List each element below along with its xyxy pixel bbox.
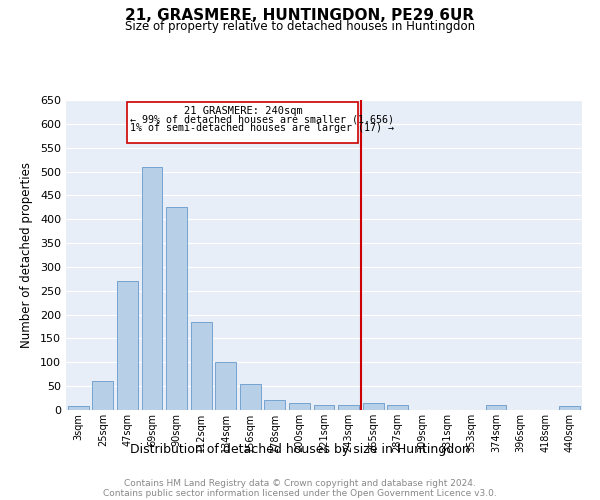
Bar: [191, 322, 212, 410]
Bar: [142, 167, 163, 410]
Bar: [68, 406, 89, 410]
Text: 1% of semi-detached houses are larger (17) →: 1% of semi-detached houses are larger (1…: [130, 123, 394, 133]
Bar: [117, 281, 138, 410]
Y-axis label: Number of detached properties: Number of detached properties: [20, 162, 33, 348]
Text: Contains HM Land Registry data © Crown copyright and database right 2024.: Contains HM Land Registry data © Crown c…: [124, 479, 476, 488]
Bar: [166, 208, 187, 410]
Text: 21, GRASMERE, HUNTINGDON, PE29 6UR: 21, GRASMERE, HUNTINGDON, PE29 6UR: [125, 8, 475, 22]
Bar: [215, 362, 236, 410]
Bar: [240, 384, 261, 410]
Bar: [362, 403, 383, 410]
FancyBboxPatch shape: [127, 102, 358, 143]
Bar: [289, 403, 310, 410]
Text: Distribution of detached houses by size in Huntingdon: Distribution of detached houses by size …: [130, 442, 470, 456]
Bar: [387, 405, 408, 410]
Bar: [314, 405, 334, 410]
Text: ← 99% of detached houses are smaller (1,656): ← 99% of detached houses are smaller (1,…: [130, 115, 394, 125]
Text: Size of property relative to detached houses in Huntingdon: Size of property relative to detached ho…: [125, 20, 475, 33]
Bar: [265, 400, 286, 410]
Bar: [559, 406, 580, 410]
Text: Contains public sector information licensed under the Open Government Licence v3: Contains public sector information licen…: [103, 489, 497, 498]
Text: 21 GRASMERE: 240sqm: 21 GRASMERE: 240sqm: [184, 106, 302, 116]
Bar: [92, 382, 113, 410]
Bar: [338, 405, 359, 410]
Bar: [485, 405, 506, 410]
